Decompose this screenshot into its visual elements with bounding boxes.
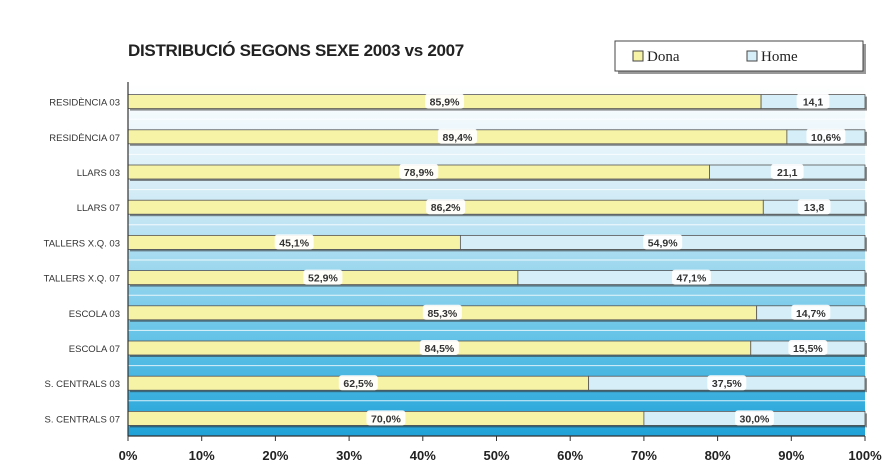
x-tick-label: 40% <box>410 448 436 463</box>
data-label: 86,2% <box>431 202 461 214</box>
x-tick-label: 30% <box>336 448 362 463</box>
category-label: S. CENTRALS 03 <box>45 379 121 390</box>
legend: Dona Home <box>614 40 866 74</box>
legend-label-dona: Dona <box>647 49 680 65</box>
category-label: TALLERS X.Q. 03 <box>44 238 120 249</box>
data-label: 70,0% <box>371 413 401 425</box>
data-label-box <box>419 340 459 355</box>
data-label-box <box>437 128 477 144</box>
data-label-box <box>797 199 831 215</box>
legend-swatch-dona <box>632 50 644 62</box>
legend-swatch-home <box>746 50 758 62</box>
data-label: 14,1 <box>803 97 824 109</box>
x-tick-label: 80% <box>705 448 731 463</box>
data-label-box <box>671 269 711 285</box>
x-tick-label: 60% <box>557 448 583 463</box>
data-label-box <box>788 340 828 355</box>
x-tick-label: 0% <box>119 448 138 463</box>
category-label: ESCOLA 03 <box>69 309 120 320</box>
category-label: LLARS 07 <box>77 203 120 214</box>
data-label: 30,0% <box>740 413 770 425</box>
data-label: 45,1% <box>279 237 309 249</box>
x-tick-label: 10% <box>189 448 215 463</box>
data-label: 10,6% <box>811 132 841 144</box>
x-tick-label: 100% <box>848 448 882 463</box>
data-label-box <box>734 410 774 426</box>
data-label-box <box>338 375 378 391</box>
data-label: 85,3% <box>427 308 457 320</box>
data-label: 21,1 <box>777 167 798 179</box>
category-label: ESCOLA 07 <box>69 344 120 355</box>
data-label-box <box>707 375 747 391</box>
data-label: 89,4% <box>443 132 473 144</box>
data-label-box <box>399 164 439 179</box>
data-label: 84,5% <box>424 343 454 355</box>
x-tick-label: 20% <box>262 448 288 463</box>
data-label: 52,9% <box>308 273 338 285</box>
data-label-box <box>303 269 343 285</box>
category-label: RESIDÈNCIA 03 <box>49 98 120 109</box>
data-label: 15,5% <box>793 343 823 355</box>
category-label: TALLERS X.Q. 07 <box>44 274 120 285</box>
category-label: RESIDÈNCIA 07 <box>49 133 120 144</box>
data-label: 47,1% <box>677 273 707 285</box>
category-label: LLARS 03 <box>77 168 120 179</box>
data-label-box <box>425 93 465 109</box>
x-tick-label: 70% <box>631 448 657 463</box>
data-label-box <box>366 410 406 426</box>
bars: 85,9% 14,1 89,4% 10,6% 78,9% 21,1 86,2% 13,8 45,… <box>127 93 867 428</box>
data-label-box <box>806 128 846 144</box>
data-label-box <box>426 199 466 215</box>
data-label: 13,8 <box>804 202 825 214</box>
data-label-box <box>643 234 683 250</box>
chart-title: DISTRIBUCIÓ SEGONS SEXE 2003 vs 2007 <box>128 41 464 60</box>
legend-box <box>614 40 864 72</box>
x-tick-label: 90% <box>778 448 804 463</box>
data-label-box <box>770 164 804 179</box>
data-label-box <box>796 93 830 109</box>
axes: 0% 10% 20% 30% 40% 50% 60% 70% 80% 90% 100% RESIDÈN… <box>44 82 882 463</box>
data-label-box <box>791 304 831 320</box>
category-label: S. CENTRALS 07 <box>45 414 121 425</box>
x-tick-label: 50% <box>483 448 509 463</box>
data-label: 37,5% <box>712 378 742 390</box>
data-label: 78,9% <box>404 167 434 179</box>
data-label: 54,9% <box>648 237 678 249</box>
data-label: 62,5% <box>343 378 373 390</box>
data-label: 85,9% <box>430 97 460 109</box>
data-label-box <box>422 304 462 320</box>
data-label-box <box>274 234 314 250</box>
legend-label-home: Home <box>761 49 798 65</box>
data-label: 14,7% <box>796 308 826 320</box>
